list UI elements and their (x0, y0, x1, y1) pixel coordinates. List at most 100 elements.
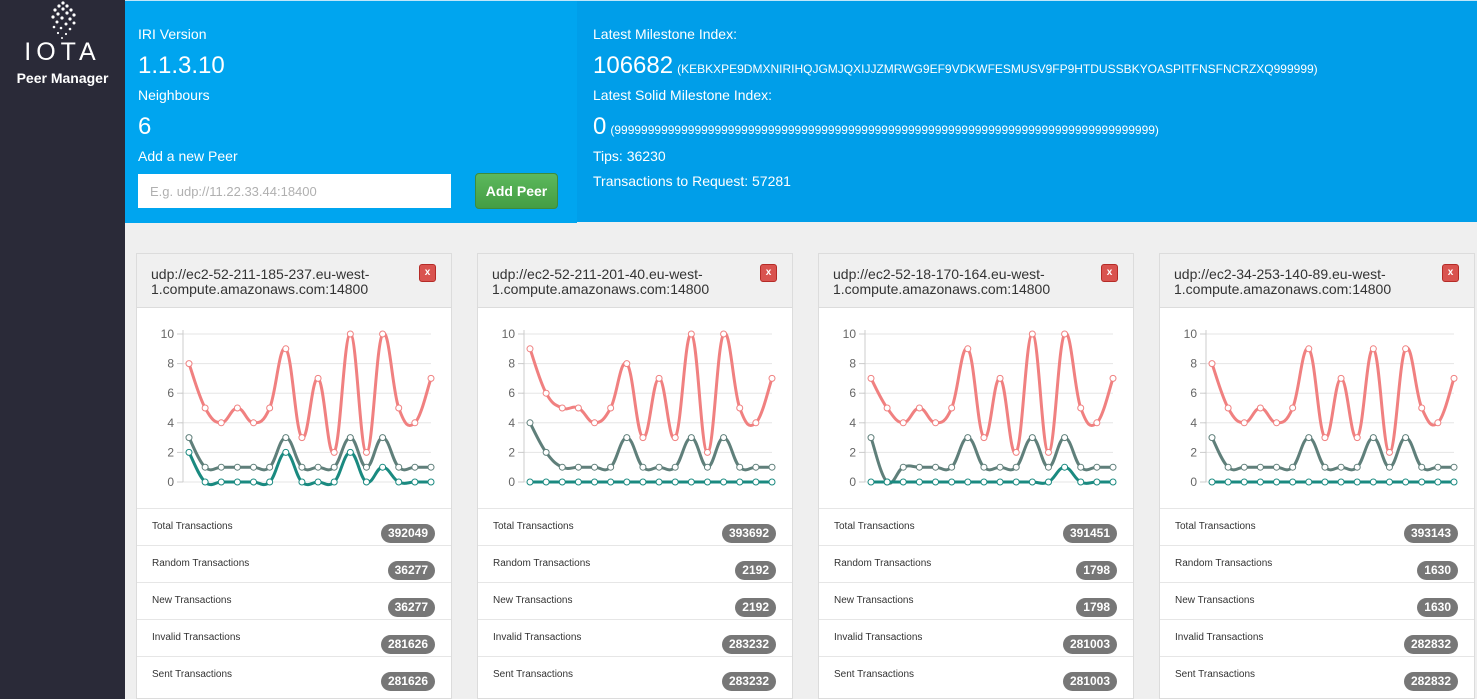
data-point[interactable] (1077, 404, 1085, 412)
data-point[interactable] (883, 404, 891, 412)
data-point[interactable] (379, 330, 387, 338)
data-point[interactable] (427, 463, 435, 471)
data-point[interactable] (1208, 434, 1216, 442)
data-point[interactable] (1208, 360, 1216, 368)
data-point[interactable] (768, 374, 776, 382)
data-point[interactable] (1061, 463, 1069, 471)
data-point[interactable] (591, 478, 599, 486)
data-point[interactable] (558, 478, 566, 486)
data-point[interactable] (671, 478, 679, 486)
data-point[interactable] (948, 463, 956, 471)
data-point[interactable] (542, 478, 550, 486)
data-point[interactable] (1077, 463, 1085, 471)
data-point[interactable] (1321, 434, 1329, 442)
remove-peer-button[interactable]: x (419, 264, 436, 282)
data-point[interactable] (1450, 374, 1458, 382)
data-point[interactable] (574, 478, 582, 486)
data-point[interactable] (1337, 478, 1345, 486)
data-point[interactable] (1450, 463, 1458, 471)
remove-peer-button[interactable]: x (1101, 264, 1118, 282)
data-point[interactable] (655, 374, 663, 382)
data-point[interactable] (330, 448, 338, 456)
data-point[interactable] (298, 478, 306, 486)
data-point[interactable] (1305, 434, 1313, 442)
data-point[interactable] (736, 404, 744, 412)
data-point[interactable] (217, 419, 225, 427)
data-point[interactable] (720, 478, 728, 486)
data-point[interactable] (915, 478, 923, 486)
data-point[interactable] (395, 478, 403, 486)
data-point[interactable] (1109, 478, 1117, 486)
data-point[interactable] (1273, 478, 1281, 486)
data-point[interactable] (591, 463, 599, 471)
data-point[interactable] (282, 345, 290, 353)
data-point[interactable] (607, 478, 615, 486)
data-point[interactable] (899, 478, 907, 486)
data-point[interactable] (250, 478, 258, 486)
data-point[interactable] (671, 434, 679, 442)
data-point[interactable] (1224, 404, 1232, 412)
data-point[interactable] (623, 434, 631, 442)
data-point[interactable] (185, 448, 193, 456)
data-point[interactable] (233, 463, 241, 471)
data-point[interactable] (1093, 463, 1101, 471)
data-point[interactable] (379, 434, 387, 442)
data-point[interactable] (1385, 463, 1393, 471)
data-point[interactable] (703, 463, 711, 471)
data-point[interactable] (915, 463, 923, 471)
data-point[interactable] (964, 478, 972, 486)
data-point[interactable] (298, 463, 306, 471)
data-point[interactable] (1061, 434, 1069, 442)
data-point[interactable] (1012, 448, 1020, 456)
data-point[interactable] (687, 478, 695, 486)
data-point[interactable] (1289, 404, 1297, 412)
data-point[interactable] (1256, 463, 1264, 471)
data-point[interactable] (964, 434, 972, 442)
data-point[interactable] (314, 374, 322, 382)
data-point[interactable] (671, 463, 679, 471)
peer-address-input[interactable] (138, 174, 451, 208)
data-point[interactable] (867, 478, 875, 486)
data-point[interactable] (201, 463, 209, 471)
data-point[interactable] (948, 404, 956, 412)
data-point[interactable] (607, 404, 615, 412)
data-point[interactable] (411, 463, 419, 471)
data-point[interactable] (1044, 463, 1052, 471)
data-point[interactable] (558, 463, 566, 471)
data-point[interactable] (282, 434, 290, 442)
data-point[interactable] (427, 478, 435, 486)
data-point[interactable] (346, 330, 354, 338)
data-point[interactable] (1273, 419, 1281, 427)
data-point[interactable] (330, 478, 338, 486)
data-point[interactable] (1418, 463, 1426, 471)
data-point[interactable] (266, 404, 274, 412)
remove-peer-button[interactable]: x (760, 264, 777, 282)
data-point[interactable] (867, 374, 875, 382)
data-point[interactable] (185, 360, 193, 368)
data-point[interactable] (282, 448, 290, 456)
data-point[interactable] (1337, 463, 1345, 471)
data-point[interactable] (736, 478, 744, 486)
data-point[interactable] (703, 448, 711, 456)
data-point[interactable] (1353, 478, 1361, 486)
data-point[interactable] (1321, 463, 1329, 471)
data-point[interactable] (542, 389, 550, 397)
data-point[interactable] (1418, 404, 1426, 412)
data-point[interactable] (185, 434, 193, 442)
data-point[interactable] (687, 330, 695, 338)
data-point[interactable] (720, 434, 728, 442)
data-point[interactable] (346, 448, 354, 456)
data-point[interactable] (266, 463, 274, 471)
data-point[interactable] (1321, 478, 1329, 486)
data-point[interactable] (542, 448, 550, 456)
data-point[interactable] (314, 478, 322, 486)
data-point[interactable] (233, 404, 241, 412)
data-point[interactable] (607, 463, 615, 471)
data-point[interactable] (379, 463, 387, 471)
data-point[interactable] (1044, 448, 1052, 456)
data-point[interactable] (1012, 478, 1020, 486)
data-point[interactable] (1402, 345, 1410, 353)
data-point[interactable] (639, 478, 647, 486)
data-point[interactable] (395, 404, 403, 412)
data-point[interactable] (996, 374, 1004, 382)
